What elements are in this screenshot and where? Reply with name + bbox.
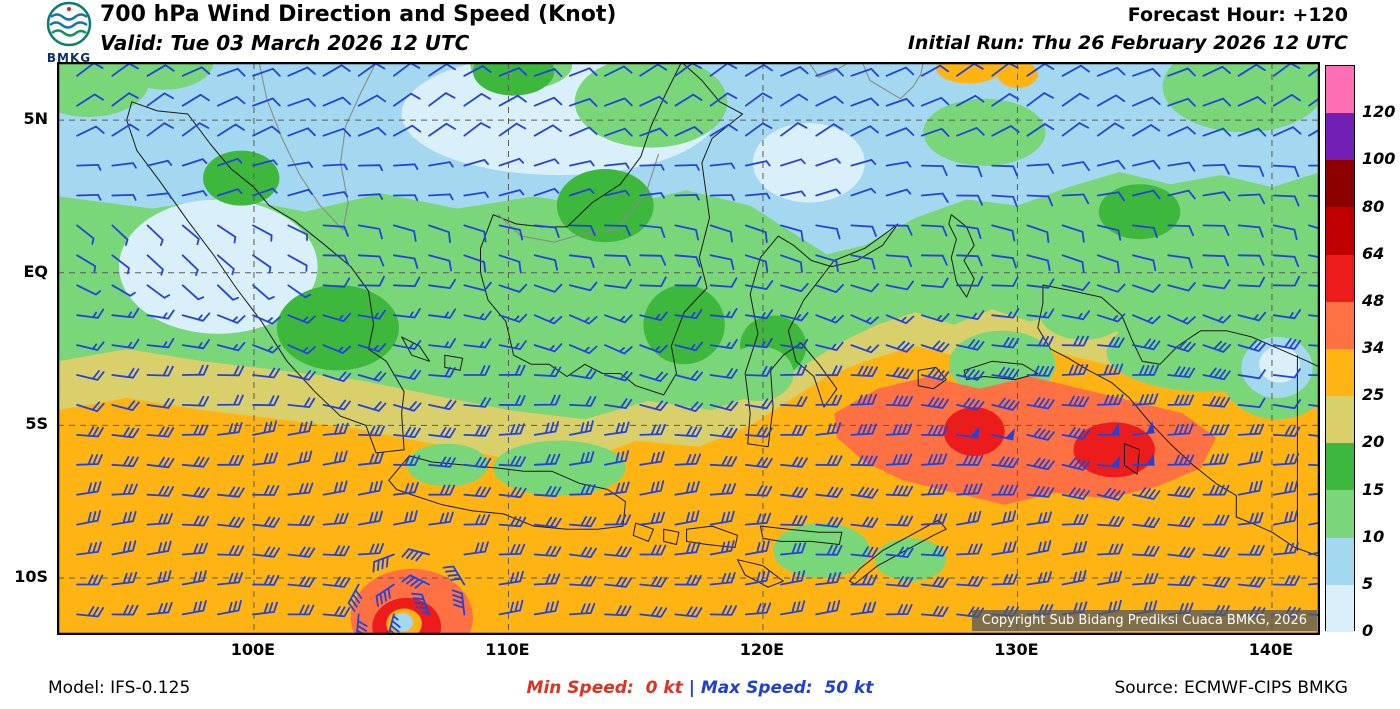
copyright-banner: Copyright Sub Bidang Prediksi Cuaca BMKG… (971, 610, 1317, 631)
wind-map (58, 63, 1319, 634)
initial-run: Initial Run: Thu 26 February 2026 12 UTC (907, 32, 1348, 54)
model-label: Model: IFS-0.125 (48, 678, 191, 698)
bmkg-logo: BMKG (42, 1, 96, 65)
lon-tick-140E: 140E (1248, 640, 1294, 659)
colorbar-segment-10 (1326, 490, 1354, 538)
colorbar-label-0: 0 (1362, 621, 1374, 640)
valid-time: Valid: Tue 03 March 2026 12 UTC (100, 31, 470, 55)
source-label: Source: ECMWF-CIPS BMKG (1114, 678, 1348, 698)
colorbar-label-15: 15 (1362, 479, 1385, 499)
colorbar-label-100: 100 (1362, 149, 1396, 169)
colorbar-segment-64 (1326, 207, 1354, 255)
forecast-hour: Forecast Hour: +120 (1127, 4, 1348, 26)
bmkg-logo-icon (46, 1, 92, 47)
bmkg-logo-label: BMKG (46, 51, 92, 65)
colorbar-label-48: 48 (1362, 290, 1385, 310)
colorbar-segment-15 (1326, 443, 1354, 491)
colorbar-segment-100 (1326, 113, 1354, 161)
colorbar-label-20: 20 (1362, 432, 1385, 452)
colorbar-label-120: 120 (1362, 102, 1396, 122)
lat-tick-EQ: EQ (23, 261, 48, 281)
lon-tick-130E: 130E (994, 640, 1039, 659)
lon-tick-100E: 100E (230, 640, 276, 659)
colorbar-segment-34 (1326, 301, 1354, 349)
colorbar-label-5: 5 (1362, 573, 1374, 593)
colorbar-segment-5 (1326, 537, 1354, 585)
max-speed-value: 50 kt (824, 678, 874, 698)
colorbar-label-10: 10 (1362, 526, 1385, 546)
colorbar-segment-20 (1326, 396, 1354, 444)
colorbar-segment-0 (1326, 584, 1354, 632)
colorbar-label-80: 80 (1362, 196, 1385, 216)
colorbar-label-64: 64 (1362, 243, 1385, 263)
colorbar-label-25: 25 (1362, 385, 1385, 405)
min-speed-label: Min Speed: (526, 678, 634, 698)
lat-tick-10S: 10S (14, 567, 48, 587)
separator: | (688, 678, 695, 698)
colorbar-segment-80 (1326, 160, 1354, 208)
colorbar-segment-48 (1326, 254, 1354, 302)
colorbar-segment-25 (1326, 348, 1354, 397)
lon-tick-120E: 120E (739, 640, 785, 659)
min-speed-value: 0 kt (645, 678, 683, 698)
map-area: Copyright Sub Bidang Prediksi Cuaca BMKG… (57, 62, 1320, 635)
speed-range: Min Speed: 0 kt | Max Speed: 50 kt (0, 678, 1400, 698)
colorbar-segment-120 (1326, 66, 1354, 114)
lat-tick-5S: 5S (25, 414, 48, 434)
lat-tick-5N: 5N (23, 109, 48, 129)
page-title: 700 hPa Wind Direction and Speed (Knot) (100, 2, 617, 27)
colorbar-label-34: 34 (1362, 338, 1385, 357)
max-speed-label: Max Speed: (700, 678, 813, 698)
lon-tick-110E: 110E (485, 640, 530, 659)
speed-colorbar (1325, 65, 1355, 632)
